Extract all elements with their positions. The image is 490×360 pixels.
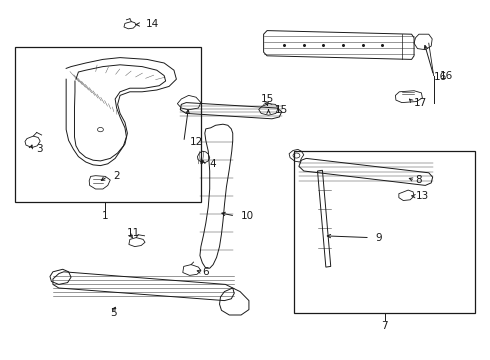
Text: 15: 15 (261, 94, 274, 104)
Bar (15, 47, 201, 202)
Text: 12: 12 (190, 137, 203, 147)
Text: 16: 16 (440, 71, 453, 81)
Text: 10: 10 (241, 211, 254, 221)
Text: 16: 16 (434, 72, 447, 82)
Text: 4: 4 (209, 159, 216, 169)
Bar (294, 151, 475, 313)
Text: 7: 7 (381, 321, 388, 331)
Text: 1: 1 (102, 211, 109, 221)
Text: 13: 13 (416, 191, 429, 201)
Text: 14: 14 (146, 19, 159, 30)
Text: 17: 17 (414, 98, 427, 108)
Text: 2: 2 (114, 171, 121, 181)
Text: 11: 11 (126, 228, 140, 238)
Text: 15: 15 (274, 105, 288, 115)
Text: 5: 5 (110, 308, 117, 318)
Text: 6: 6 (202, 267, 209, 277)
Text: 3: 3 (36, 144, 43, 154)
Text: 8: 8 (416, 175, 422, 185)
Text: 9: 9 (376, 233, 383, 243)
